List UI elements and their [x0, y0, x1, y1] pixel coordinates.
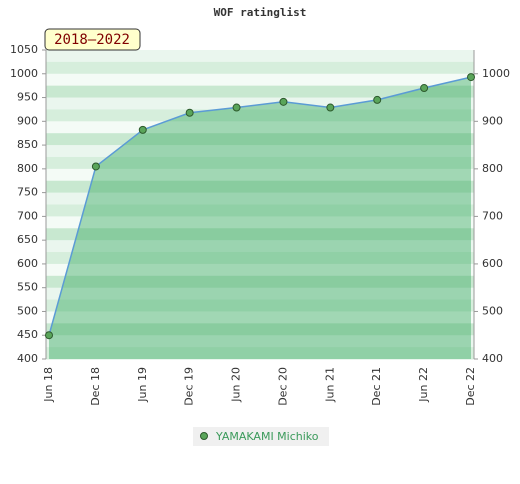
background-band [46, 61, 474, 75]
background-band [46, 85, 474, 99]
label-box [44, 28, 141, 51]
y2-tick-label: 500 [482, 304, 503, 317]
background-band [46, 311, 474, 324]
point [91, 162, 100, 171]
line [48, 76, 472, 336]
area [49, 77, 471, 359]
legend-label: YAMAKAMI Michiko [215, 430, 319, 443]
y2-tick-label: 600 [482, 257, 503, 270]
x-tick-label: Jun 19 [136, 367, 149, 403]
background-band [46, 240, 474, 253]
y-tick-label: 950 [17, 91, 38, 104]
background-band [46, 275, 474, 289]
point [420, 84, 429, 93]
background-band [46, 156, 474, 170]
y-tick-label: 600 [17, 257, 38, 270]
background-band [46, 180, 474, 194]
background-band [46, 335, 474, 348]
x-tick-label: Dec 18 [89, 367, 102, 406]
point [185, 108, 194, 117]
x-tick-label: Jun 22 [417, 367, 430, 403]
background-band [46, 299, 474, 312]
chart-title: WOF ratinglist [214, 6, 307, 19]
background-band [46, 204, 474, 217]
y2-tick-label: 700 [482, 209, 503, 222]
y-tick-label: 400 [17, 352, 38, 365]
background-band [46, 347, 474, 360]
y-tick-label: 900 [17, 114, 38, 127]
point [45, 331, 53, 340]
point [138, 125, 147, 134]
y-tick-label: 1000 [10, 67, 38, 80]
x-tick-label: Jun 21 [323, 367, 336, 403]
x-tick-label: Jun 18 [42, 367, 55, 403]
point [373, 95, 382, 104]
y-tick-label: 800 [17, 162, 38, 175]
legend [193, 427, 329, 446]
x-tick-label: Dec 20 [276, 367, 289, 406]
background-band [46, 168, 474, 182]
y2-tick-label: 1000 [482, 67, 510, 80]
background-band [46, 121, 474, 134]
background-band [46, 323, 474, 336]
y2-tick-label: 800 [482, 162, 503, 175]
point [232, 103, 241, 112]
point [326, 103, 335, 112]
period-label: 2018–2022 [54, 32, 130, 48]
x-tick-label: Dec 22 [464, 367, 477, 406]
x-tick-label: Dec 19 [183, 367, 196, 406]
y2-tick-label: 900 [482, 114, 503, 127]
background-band [46, 73, 474, 87]
point [467, 73, 475, 82]
y-tick-label: 500 [17, 304, 38, 317]
background-band [46, 216, 474, 229]
background-band [46, 50, 474, 63]
y-tick-label: 700 [17, 209, 38, 222]
x-tick-label: Jun 20 [230, 367, 243, 403]
background-band [46, 109, 474, 122]
y-tick-label: 550 [17, 281, 38, 294]
y-tick-label: 1050 [10, 43, 38, 56]
y-tick-label: 750 [17, 186, 38, 199]
y-tick-label: 650 [17, 233, 38, 246]
background-band [46, 263, 474, 277]
legend-marker [200, 432, 208, 440]
y-tick-label: 450 [17, 328, 38, 341]
background-band [46, 145, 474, 158]
background-band [46, 228, 474, 241]
point [279, 97, 288, 106]
x-tick-label: Dec 21 [370, 367, 383, 406]
background-band [46, 287, 474, 301]
background-band [46, 252, 474, 265]
background-band [46, 97, 474, 110]
y-tick-label: 850 [17, 138, 38, 151]
y2-tick-label: 400 [482, 352, 503, 365]
background-band [46, 192, 474, 205]
plot-area [45, 50, 475, 360]
background-band [46, 133, 474, 146]
